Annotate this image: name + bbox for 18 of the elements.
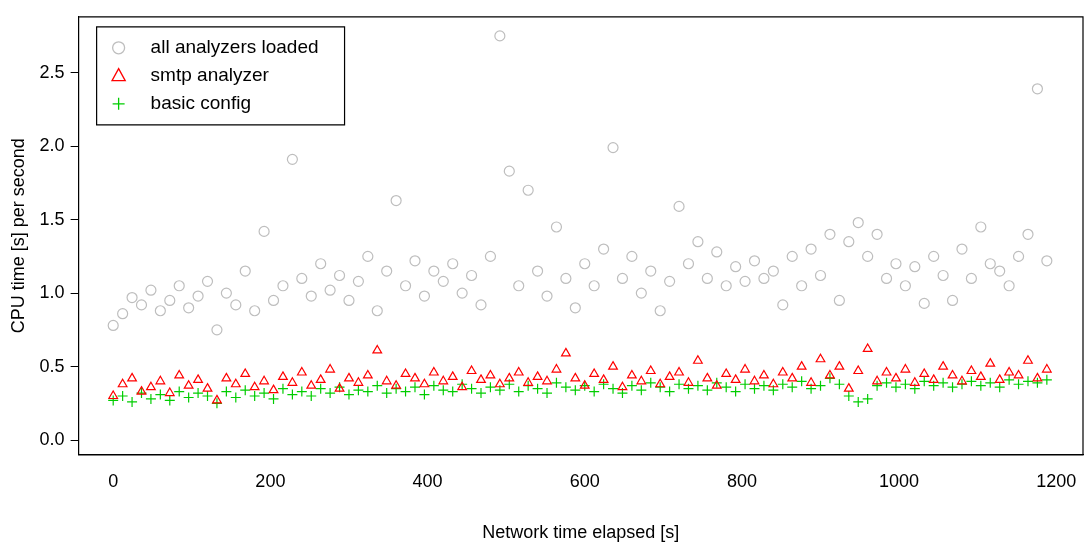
legend-label: smtp analyzer	[150, 64, 270, 86]
y-tick-label: 2.0	[39, 135, 65, 156]
x-tick-label: 1200	[1036, 470, 1077, 491]
y-tick-label: 1.5	[39, 208, 65, 229]
y-axis-title: CPU time [s] per second	[7, 138, 28, 334]
legend-label: all analyzers loaded	[150, 36, 319, 58]
y-tick-label: 0.5	[39, 355, 65, 376]
y-tick-label: 1.0	[39, 282, 65, 303]
x-axis-title: Network time elapsed [s]	[482, 522, 680, 543]
y-tick-label: 2.5	[39, 61, 65, 82]
x-tick-label: 0	[108, 470, 119, 491]
x-tick-label: 200	[255, 470, 286, 491]
x-tick-label: 400	[412, 470, 443, 491]
x-tick-label: 600	[569, 470, 600, 491]
x-tick-label: 1000	[879, 470, 920, 491]
legend-label: basic config	[150, 92, 251, 114]
x-tick-label: 800	[726, 470, 757, 491]
y-tick-label: 0.0	[39, 429, 65, 450]
